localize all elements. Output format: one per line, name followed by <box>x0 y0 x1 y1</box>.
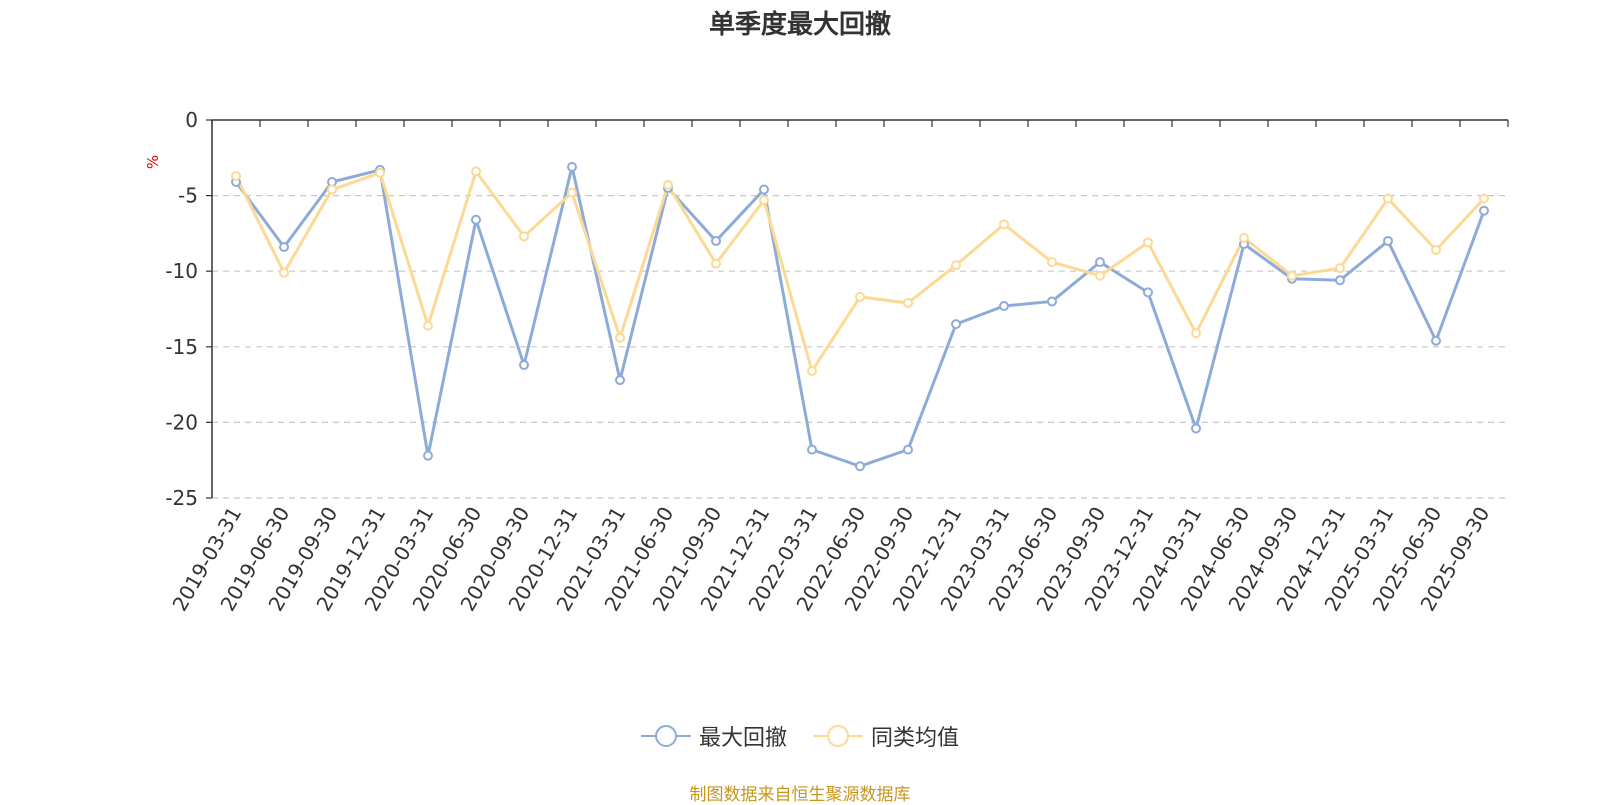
data-point-2 <box>759 195 769 206</box>
legend-swatch <box>640 725 691 747</box>
data-point-2 <box>1335 263 1345 274</box>
legend-item-2[interactable]: 同类均值 <box>813 720 959 752</box>
data-point-2 <box>567 187 577 198</box>
data-point-1 <box>1047 296 1057 307</box>
data-point-1 <box>711 235 721 246</box>
data-point-1 <box>279 242 289 253</box>
data-point-1 <box>1383 235 1393 246</box>
data-point-2 <box>1095 270 1105 281</box>
data-point-2 <box>375 167 385 178</box>
data-point-1 <box>1479 205 1489 216</box>
data-point-2 <box>1479 193 1489 204</box>
data-point-1 <box>567 161 577 172</box>
data-point-2 <box>1239 232 1249 243</box>
data-point-2 <box>471 166 481 177</box>
data-point-1 <box>951 319 961 330</box>
data-point-1 <box>471 214 481 225</box>
data-point-1 <box>519 359 529 370</box>
legend: 最大回撤 同类均值 <box>0 720 1600 752</box>
data-point-2 <box>711 258 721 269</box>
data-point-1 <box>999 300 1009 311</box>
y-tick-label: -20 <box>165 410 198 434</box>
data-point-2 <box>1047 257 1057 268</box>
data-point-2 <box>1191 328 1201 339</box>
y-axis-unit: % <box>144 155 162 169</box>
y-tick-label: -5 <box>178 184 198 208</box>
data-point-2 <box>327 184 337 195</box>
data-point-1 <box>759 184 769 195</box>
data-point-2 <box>999 219 1009 230</box>
data-point-1 <box>1095 257 1105 268</box>
series-line-1 <box>234 165 1486 468</box>
data-point-2 <box>903 297 913 308</box>
data-point-1 <box>615 375 625 386</box>
legend-item-1[interactable]: 最大回撤 <box>640 720 787 752</box>
data-point-1 <box>855 461 865 472</box>
chart-title: 单季度最大回撤 <box>708 10 891 40</box>
data-point-1 <box>1191 423 1201 434</box>
data-point-2 <box>855 291 865 302</box>
data-point-1 <box>1335 275 1345 286</box>
y-tick-label: -15 <box>165 335 198 359</box>
data-point-2 <box>951 260 961 271</box>
data-point-2 <box>807 365 817 376</box>
data-point-2 <box>1431 245 1441 256</box>
data-point-2 <box>615 332 625 343</box>
data-point-2 <box>231 170 241 181</box>
data-point-2 <box>663 180 673 191</box>
legend-label: 同类均值 <box>871 726 960 751</box>
data-point-1 <box>807 444 817 455</box>
source-note: 制图数据来自恒生聚源数据库 <box>689 785 911 805</box>
data-point-2 <box>519 231 529 242</box>
y-tick-label: 0 <box>185 108 198 132</box>
data-point-1 <box>1431 335 1441 346</box>
data-point-1 <box>423 450 433 461</box>
y-tick-label: -25 <box>165 486 198 510</box>
data-point-2 <box>1287 270 1297 281</box>
legend-swatch <box>813 725 863 747</box>
data-point-1 <box>903 444 913 455</box>
data-point-2 <box>1383 193 1393 204</box>
data-point-1 <box>1143 287 1153 298</box>
legend-label: 最大回撤 <box>698 726 787 751</box>
y-tick-label: -10 <box>165 259 198 283</box>
data-point-2 <box>1143 237 1153 248</box>
data-point-2 <box>279 267 289 278</box>
data-point-2 <box>423 320 433 331</box>
